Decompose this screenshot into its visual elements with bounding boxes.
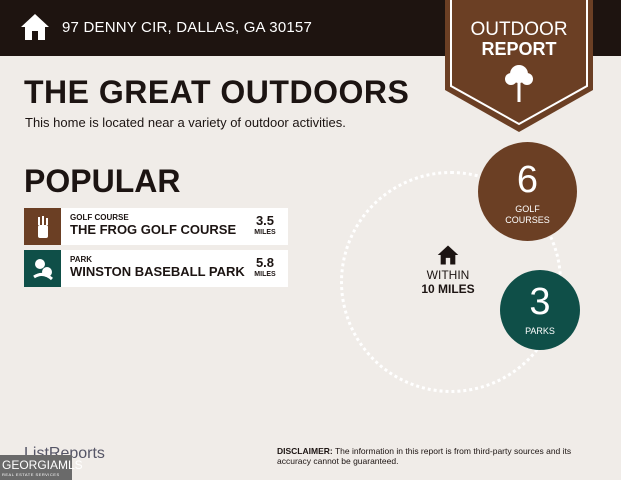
badge-line2: REPORT — [481, 39, 557, 59]
tree-icon — [505, 65, 533, 102]
item-name: THE FROG GOLF COURSE — [70, 222, 237, 237]
item-distance: 5.8 — [255, 255, 275, 270]
home-icon — [437, 245, 459, 265]
golf-count-circle: 6 GOLF COURSES — [478, 142, 577, 241]
park-count-circle: 3 PARKS — [500, 270, 580, 350]
home-icon — [21, 14, 49, 40]
item-name: WINSTON BASEBALL PARK — [70, 264, 245, 279]
badge-line1: OUTDOOR — [470, 19, 568, 40]
radius-label: WITHIN 10 MILES — [421, 268, 475, 296]
outdoor-report-badge — [445, 0, 593, 132]
georgia-mls-logo: GEORGIAMLS REAL ESTATE SERVICES — [0, 455, 83, 480]
item-unit: MILES — [254, 271, 276, 278]
list-item[interactable]: GOLF COURSE THE FROG GOLF COURSE 3.5 MIL… — [24, 208, 288, 245]
item-category: GOLF COURSE — [70, 213, 129, 222]
page-title: THE GREAT OUTDOORS — [24, 74, 410, 110]
address: 97 DENNY CIR, DALLAS, GA 30157 — [62, 19, 313, 36]
page-subtitle: This home is located near a variety of o… — [25, 115, 346, 130]
popular-heading: POPULAR — [24, 163, 181, 199]
item-category: PARK — [70, 255, 93, 264]
disclaimer: DISCLAIMER: The information in this repo… — [277, 446, 572, 466]
golf-bag-icon — [24, 208, 61, 245]
item-distance: 3.5 — [255, 213, 275, 228]
item-unit: MILES — [254, 229, 276, 236]
list-item[interactable]: PARK WINSTON BASEBALL PARK 5.8 MILES — [24, 250, 288, 287]
park-icon — [24, 250, 61, 287]
